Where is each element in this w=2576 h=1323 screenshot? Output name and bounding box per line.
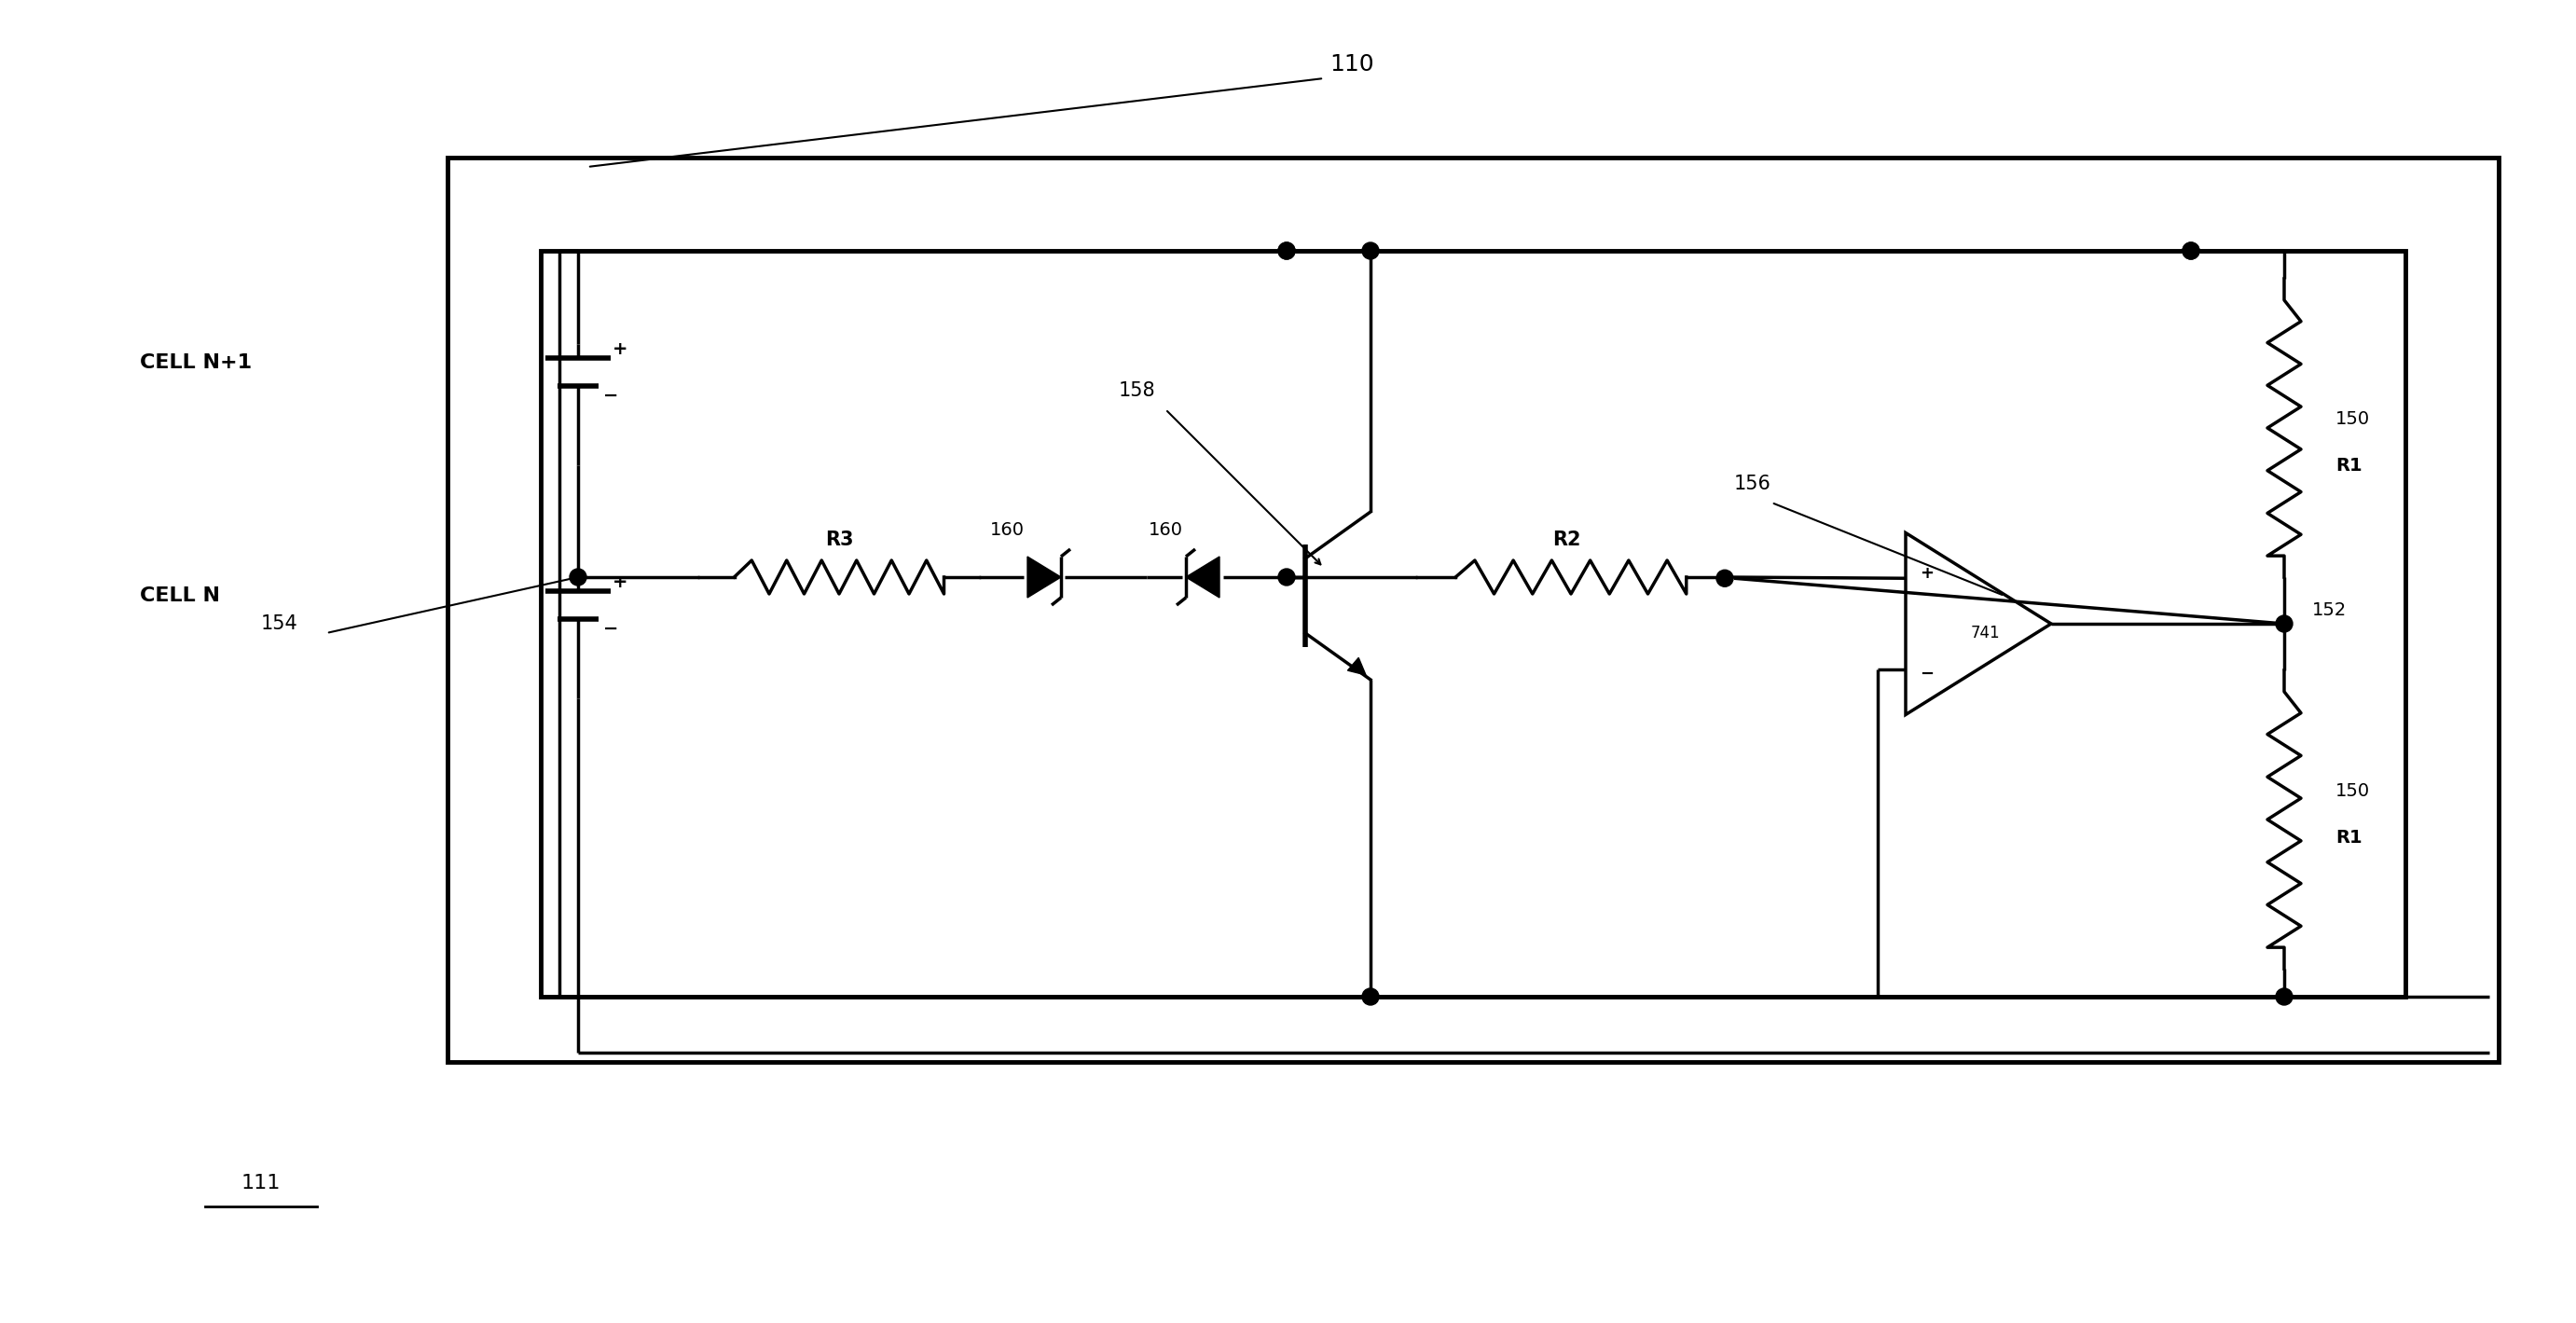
- Text: R3: R3: [824, 531, 853, 549]
- Text: 110: 110: [1329, 53, 1373, 75]
- Text: −: −: [603, 619, 618, 638]
- Circle shape: [2275, 615, 2293, 632]
- Text: CELL N+1: CELL N+1: [139, 353, 252, 372]
- Circle shape: [569, 569, 587, 586]
- Circle shape: [2182, 242, 2200, 259]
- Text: R1: R1: [2336, 830, 2362, 847]
- Text: R1: R1: [2336, 456, 2362, 474]
- Text: 156: 156: [1734, 475, 1772, 493]
- Text: 741: 741: [1971, 624, 2002, 642]
- Text: 150: 150: [2336, 783, 2370, 800]
- Circle shape: [1278, 242, 1296, 259]
- Circle shape: [1363, 988, 1378, 1005]
- Text: +: +: [1919, 565, 1935, 582]
- Text: 160: 160: [989, 521, 1025, 540]
- Text: +: +: [613, 340, 629, 357]
- Text: 111: 111: [242, 1174, 281, 1192]
- Text: 152: 152: [2313, 601, 2347, 619]
- Text: 160: 160: [1149, 521, 1182, 540]
- Circle shape: [1716, 570, 1734, 586]
- Text: 158: 158: [1118, 381, 1157, 400]
- Text: 150: 150: [2336, 410, 2370, 427]
- Circle shape: [2182, 242, 2200, 259]
- Polygon shape: [1347, 658, 1365, 675]
- Polygon shape: [1028, 557, 1061, 598]
- Polygon shape: [1185, 557, 1218, 598]
- Circle shape: [2275, 988, 2293, 1005]
- Text: 154: 154: [260, 614, 299, 634]
- Circle shape: [1363, 242, 1378, 259]
- Circle shape: [1278, 569, 1296, 586]
- Text: R2: R2: [1553, 531, 1582, 549]
- Circle shape: [1278, 242, 1296, 259]
- Bar: [541, 251, 2406, 996]
- Text: −: −: [603, 386, 618, 404]
- Text: +: +: [613, 573, 629, 590]
- Bar: [448, 157, 2499, 1062]
- Text: CELL N: CELL N: [139, 586, 219, 605]
- Text: −: −: [1919, 665, 1935, 683]
